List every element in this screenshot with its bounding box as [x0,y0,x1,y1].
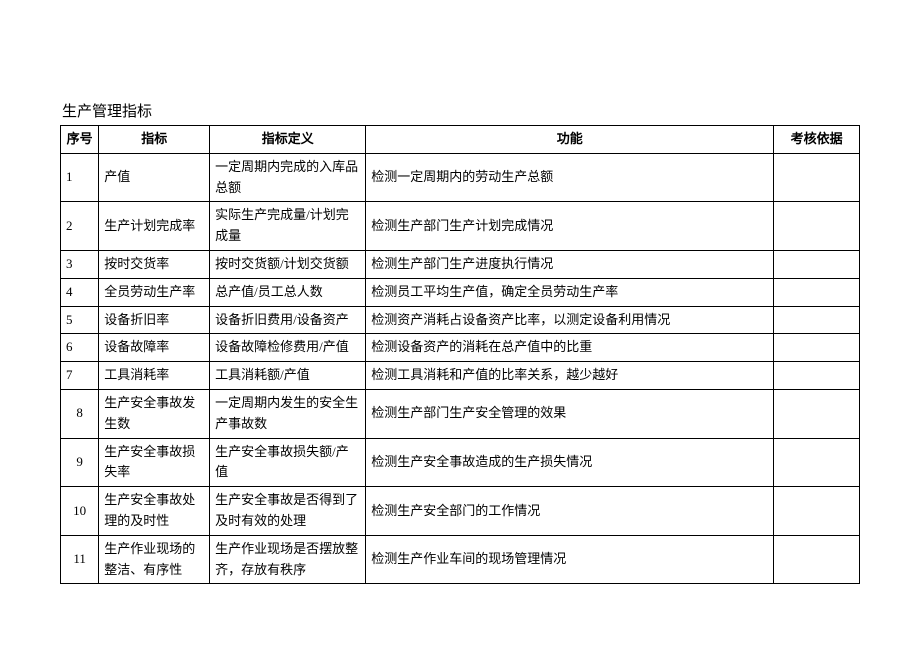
cell-function: 检测设备资产的消耗在总产值中的比重 [366,334,774,362]
table-row: 4 全员劳动生产率 总产值/员工总人数 检测员工平均生产值，确定全员劳动生产率 [61,278,860,306]
table-row: 6 设备故障率 设备故障检修费用/产值 检测设备资产的消耗在总产值中的比重 [61,334,860,362]
cell-definition: 一定周期内完成的入库品总额 [210,153,366,202]
table-row: 2 生产计划完成率 实际生产完成量/计划完成量 检测生产部门生产计划完成情况 [61,202,860,251]
cell-definition: 生产作业现场是否摆放整齐，存放有秩序 [210,535,366,584]
cell-definition: 按时交货额/计划交货额 [210,250,366,278]
cell-seq: 2 [61,202,99,251]
cell-function: 检测资产消耗占设备资产比率，以测定设备利用情况 [366,306,774,334]
cell-function: 检测生产安全事故造成的生产损失情况 [366,438,774,487]
cell-basis [774,250,860,278]
cell-function: 检测一定周期内的劳动生产总额 [366,153,774,202]
cell-indicator: 生产安全事故损失率 [99,438,210,487]
cell-function: 检测生产部门生产计划完成情况 [366,202,774,251]
table-header-row: 序号 指标 指标定义 功能 考核依据 [61,126,860,154]
cell-definition: 实际生产完成量/计划完成量 [210,202,366,251]
cell-indicator: 设备折旧率 [99,306,210,334]
cell-basis [774,438,860,487]
cell-seq: 7 [61,362,99,390]
cell-indicator: 生产作业现场的整洁、有序性 [99,535,210,584]
cell-definition: 总产值/员工总人数 [210,278,366,306]
cell-function: 检测员工平均生产值，确定全员劳动生产率 [366,278,774,306]
table-body: 1 产值 一定周期内完成的入库品总额 检测一定周期内的劳动生产总额 2 生产计划… [61,153,860,584]
cell-definition: 工具消耗额/产值 [210,362,366,390]
cell-function: 检测生产安全部门的工作情况 [366,487,774,536]
cell-indicator: 生产计划完成率 [99,202,210,251]
cell-basis [774,202,860,251]
cell-seq: 9 [61,438,99,487]
cell-indicator: 产值 [99,153,210,202]
cell-indicator: 生产安全事故发生数 [99,389,210,438]
cell-indicator: 生产安全事故处理的及时性 [99,487,210,536]
cell-seq: 8 [61,389,99,438]
cell-function: 检测生产部门生产安全管理的效果 [366,389,774,438]
cell-seq: 4 [61,278,99,306]
cell-seq: 1 [61,153,99,202]
cell-basis [774,362,860,390]
cell-indicator: 工具消耗率 [99,362,210,390]
table-row: 1 产值 一定周期内完成的入库品总额 检测一定周期内的劳动生产总额 [61,153,860,202]
header-seq: 序号 [61,126,99,154]
cell-definition: 设备折旧费用/设备资产 [210,306,366,334]
cell-basis [774,487,860,536]
cell-basis [774,153,860,202]
table-row: 11 生产作业现场的整洁、有序性 生产作业现场是否摆放整齐，存放有秩序 检测生产… [61,535,860,584]
cell-seq: 10 [61,487,99,536]
header-indicator: 指标 [99,126,210,154]
cell-indicator: 设备故障率 [99,334,210,362]
table-row: 7 工具消耗率 工具消耗额/产值 检测工具消耗和产值的比率关系，越少越好 [61,362,860,390]
cell-function: 检测生产作业车间的现场管理情况 [366,535,774,584]
header-basis: 考核依据 [774,126,860,154]
table-row: 3 按时交货率 按时交货额/计划交货额 检测生产部门生产进度执行情况 [61,250,860,278]
cell-basis [774,278,860,306]
cell-basis [774,306,860,334]
header-function: 功能 [366,126,774,154]
cell-definition: 生产安全事故是否得到了及时有效的处理 [210,487,366,536]
cell-basis [774,389,860,438]
cell-function: 检测工具消耗和产值的比率关系，越少越好 [366,362,774,390]
cell-seq: 3 [61,250,99,278]
table-row: 9 生产安全事故损失率 生产安全事故损失额/产值 检测生产安全事故造成的生产损失… [61,438,860,487]
table-row: 5 设备折旧率 设备折旧费用/设备资产 检测资产消耗占设备资产比率，以测定设备利… [61,306,860,334]
cell-definition: 一定周期内发生的安全生产事故数 [210,389,366,438]
table-row: 8 生产安全事故发生数 一定周期内发生的安全生产事故数 检测生产部门生产安全管理… [61,389,860,438]
cell-indicator: 全员劳动生产率 [99,278,210,306]
cell-seq: 6 [61,334,99,362]
indicator-table: 序号 指标 指标定义 功能 考核依据 1 产值 一定周期内完成的入库品总额 检测… [60,125,860,584]
cell-function: 检测生产部门生产进度执行情况 [366,250,774,278]
cell-definition: 设备故障检修费用/产值 [210,334,366,362]
cell-seq: 5 [61,306,99,334]
cell-basis [774,535,860,584]
header-definition: 指标定义 [210,126,366,154]
cell-definition: 生产安全事故损失额/产值 [210,438,366,487]
cell-basis [774,334,860,362]
table-row: 10 生产安全事故处理的及时性 生产安全事故是否得到了及时有效的处理 检测生产安… [61,487,860,536]
cell-indicator: 按时交货率 [99,250,210,278]
cell-seq: 11 [61,535,99,584]
document-title: 生产管理指标 [60,100,860,121]
